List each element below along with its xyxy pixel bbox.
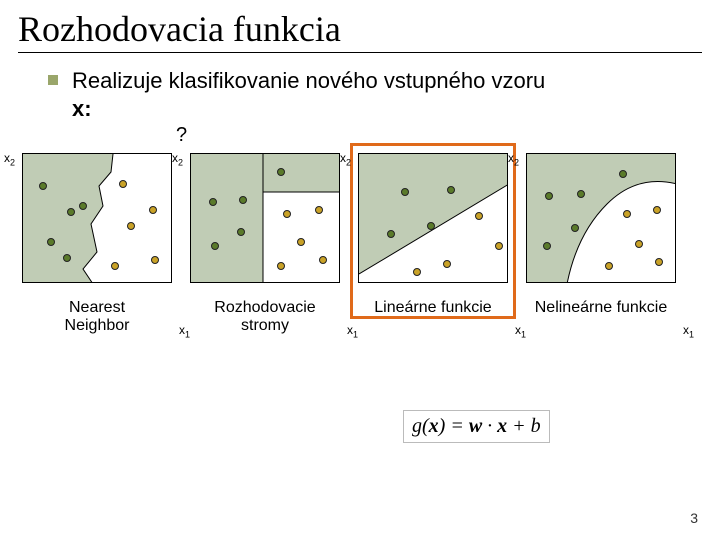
data-point-class-b	[297, 238, 305, 246]
axis-y-label: x2	[4, 151, 15, 167]
charts-row: x2 x1 NearestNeighbor x2 x1 Rozhodovacie…	[22, 153, 702, 336]
data-point-class-a	[543, 242, 551, 250]
data-point-class-a	[545, 192, 553, 200]
chart-nearest-neighbor: x2 x1 NearestNeighbor	[22, 153, 172, 336]
axis-x-label: x1	[179, 323, 190, 339]
data-point-class-b	[443, 260, 451, 268]
region-svg	[359, 154, 508, 283]
axis-y-label: x2	[340, 151, 351, 167]
axis-y-label: x2	[508, 151, 519, 167]
data-point-class-b	[149, 206, 157, 214]
data-point-class-b	[119, 180, 127, 188]
data-point-class-a	[67, 208, 75, 216]
data-point-class-b	[655, 258, 663, 266]
chart-nonlinear: x2 x1 Nelineárne funkcie	[526, 153, 676, 336]
data-point-class-a	[619, 170, 627, 178]
bullet-square-icon	[48, 75, 58, 85]
bullet-item: Realizuje klasifikovanie nového vstupnéh…	[48, 67, 702, 122]
chart-decision-trees: x2 x1 Rozhodovaciestromy	[190, 153, 340, 336]
formula-text: g(x) = w · x + b	[412, 415, 541, 437]
data-point-class-b	[623, 210, 631, 218]
data-point-class-b	[277, 262, 285, 270]
question-mark: ?	[176, 124, 702, 147]
plot-nn	[22, 153, 172, 283]
data-point-class-b	[315, 206, 323, 214]
data-point-class-a	[447, 186, 455, 194]
data-point-class-b	[319, 256, 327, 264]
lines-svg	[191, 154, 340, 283]
data-point-class-b	[495, 242, 503, 250]
axis-y-label: x2	[172, 151, 183, 167]
caption-dt: Rozhodovaciestromy	[214, 299, 315, 336]
data-point-class-b	[111, 262, 119, 270]
region-svg	[23, 154, 172, 283]
data-point-class-a	[571, 224, 579, 232]
data-point-class-a	[239, 196, 247, 204]
caption-nn: NearestNeighbor	[65, 299, 130, 336]
data-point-class-a	[577, 190, 585, 198]
data-point-class-a	[211, 242, 219, 250]
plot-linear	[358, 153, 508, 283]
plot-dt	[190, 153, 340, 283]
data-point-class-b	[283, 210, 291, 218]
data-point-class-a	[79, 202, 87, 210]
caption-linear: Lineárne funkcie	[374, 299, 491, 317]
data-point-class-b	[151, 256, 159, 264]
region-svg	[527, 154, 676, 283]
plot-nonlinear	[526, 153, 676, 283]
formula-box: g(x) = w · x + b	[403, 410, 550, 443]
data-point-class-b	[475, 212, 483, 220]
data-point-class-b	[413, 268, 421, 276]
data-point-class-a	[277, 168, 285, 176]
chart-linear: x2 x1 Lineárne funkcie	[358, 153, 508, 336]
axis-x-label: x1	[683, 323, 694, 339]
caption-nonlinear: Nelineárne funkcie	[535, 299, 668, 317]
slide-title: Rozhodovacia funkcia	[18, 8, 702, 50]
data-point-class-a	[63, 254, 71, 262]
data-point-class-a	[237, 228, 245, 236]
data-point-class-b	[635, 240, 643, 248]
slide: Rozhodovacia funkcia Realizuje klasifiko…	[0, 0, 720, 540]
bullet-line1: Realizuje klasifikovanie nového vstupnéh…	[72, 68, 545, 93]
page-number: 3	[690, 510, 698, 526]
data-point-class-a	[387, 230, 395, 238]
data-point-class-a	[39, 182, 47, 190]
data-point-class-b	[127, 222, 135, 230]
data-point-class-a	[209, 198, 217, 206]
title-underline: Rozhodovacia funkcia	[18, 8, 702, 53]
data-point-class-b	[605, 262, 613, 270]
axis-x-label: x1	[347, 323, 358, 339]
axis-x-label: x1	[515, 323, 526, 339]
data-point-class-a	[427, 222, 435, 230]
data-point-class-a	[401, 188, 409, 196]
bullet-text: Realizuje klasifikovanie nového vstupnéh…	[72, 67, 545, 122]
data-point-class-a	[47, 238, 55, 246]
bullet-line2: x:	[72, 96, 92, 121]
data-point-class-b	[653, 206, 661, 214]
